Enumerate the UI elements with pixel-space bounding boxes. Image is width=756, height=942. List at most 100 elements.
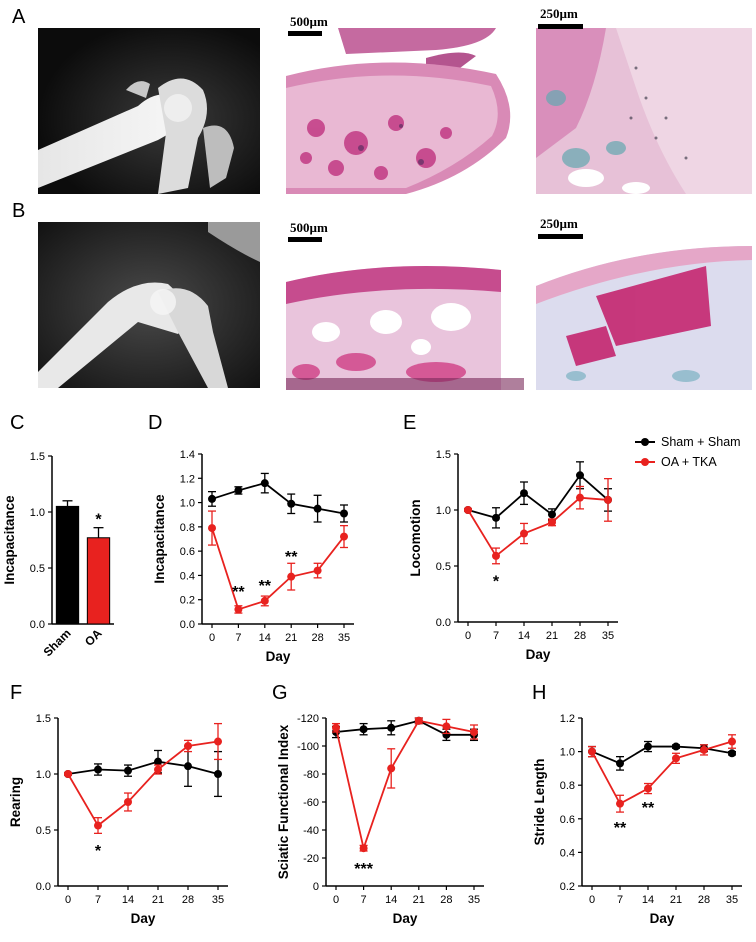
y-tick-label: 0.5	[30, 563, 45, 575]
y-tick-label: 1.0	[180, 498, 195, 510]
y-tick-label: 0.6	[180, 546, 195, 558]
significance-marker: ***	[354, 861, 373, 878]
y-tick-label: 0.4	[560, 847, 575, 859]
legend-swatch-sham	[635, 438, 655, 446]
data-point-oa	[94, 821, 102, 830]
x-tick-label: 21	[152, 894, 164, 906]
significance-marker: **	[232, 584, 245, 601]
y-tick-label: 1.2	[180, 473, 195, 485]
series-line-sham	[335, 719, 474, 736]
data-point-sham	[124, 766, 132, 775]
data-point-sham	[208, 494, 216, 503]
data-point-oa	[464, 506, 472, 514]
data-point-sham	[214, 770, 222, 778]
bar-oa	[86, 537, 111, 625]
data-point-sham	[313, 504, 322, 513]
data-point-sham	[492, 513, 500, 522]
chart-f-rearing-line: 0.0 0.5 1.0 1.5 Rearing 0 7 14 21 28 35 Day *	[8, 713, 228, 926]
x-tick-label: 35	[602, 630, 614, 642]
y-tick-label: 1.2	[560, 713, 575, 725]
x-axis-title: Day	[393, 911, 418, 926]
data-point-oa	[700, 745, 708, 754]
x-tick-label: 0	[589, 894, 595, 906]
data-point-sham	[672, 742, 680, 751]
x-tick-label: 35	[726, 894, 738, 906]
y-tick-label: 0.0	[180, 619, 195, 631]
legend-label-sham: Sham + Sham	[661, 435, 741, 449]
x-tick-label: 21	[546, 630, 558, 642]
x-tick-label: 7	[361, 894, 367, 906]
data-point-oa	[576, 493, 584, 502]
y-tick-label: 1.5	[36, 713, 51, 725]
x-axis-title: Day	[650, 911, 675, 926]
scalebar-a-right	[538, 24, 583, 29]
x-tick-label: 35	[212, 894, 224, 906]
data-point-oa	[728, 737, 736, 746]
legend-item-sham: Sham + Sham	[635, 432, 741, 452]
scalebar-label-b-mid: 500µm	[290, 220, 328, 235]
data-point-oa	[234, 605, 243, 614]
data-point-oa	[616, 799, 624, 808]
data-point-oa	[154, 765, 162, 774]
y-axis-title: Rearing	[8, 777, 23, 827]
panel-label-a: A	[12, 6, 26, 28]
x-axis-title: Day	[526, 647, 551, 662]
data-point-oa	[470, 728, 478, 736]
panel-label-f: F	[10, 682, 23, 704]
significance-marker: **	[259, 578, 272, 595]
y-tick-label: 1.4	[180, 449, 195, 461]
significance-marker: **	[614, 820, 627, 837]
data-point-sham	[616, 759, 624, 768]
y-tick-label: 0.5	[436, 561, 451, 573]
y-tick-label: 0.6	[560, 814, 575, 826]
y-tick-label: 0	[313, 881, 319, 893]
y-tick-label: 0.2	[180, 595, 195, 607]
data-point-oa	[64, 770, 72, 778]
y-tick-label: 1.0	[560, 747, 575, 759]
data-point-oa	[359, 844, 368, 853]
panel-label-h: H	[532, 682, 547, 704]
data-point-sham	[287, 499, 296, 508]
significance-marker: *	[493, 574, 500, 591]
data-point-oa	[340, 532, 348, 541]
data-point-oa	[588, 747, 596, 756]
y-axis-title: Incapacitance	[2, 495, 17, 585]
chart-c-incapacitance-bar: 0.0 0.5 1.0 1.5 Incapacitance Sham OA *	[2, 451, 114, 659]
histology-image-b-low	[286, 252, 524, 390]
panel-label-e: E	[403, 412, 417, 434]
data-point-oa	[287, 572, 296, 581]
x-tick-label: 14	[385, 894, 397, 906]
x-tick-label: 7	[235, 632, 241, 644]
series-line-oa	[467, 496, 609, 558]
data-point-oa	[124, 798, 132, 806]
histology-image-a-low	[286, 28, 524, 194]
chart-h-stride-line: 0.2 0.4 0.6 0.8 1.0 1.2 Stride Length 0 7 14 21 28 3…	[532, 713, 742, 926]
series-line-sham	[591, 745, 733, 765]
y-tick-label: 1.0	[30, 507, 45, 519]
x-tick-label: 35	[338, 632, 350, 644]
x-tick-label: 21	[670, 894, 682, 906]
data-point-oa	[520, 529, 528, 538]
data-point-sham	[184, 762, 192, 771]
x-axis-title: Day	[266, 649, 291, 664]
x-tick-label: 14	[259, 632, 271, 644]
data-point-sham	[576, 471, 584, 480]
data-point-sham	[260, 479, 269, 488]
data-point-oa	[604, 495, 612, 504]
histology-image-b-high	[536, 246, 752, 390]
y-tick-label: 0.2	[560, 881, 575, 893]
x-tick-label: 0	[209, 632, 215, 644]
significance-marker: *	[95, 512, 102, 529]
panel-label-d: D	[148, 412, 163, 434]
y-tick-label: -60	[303, 797, 319, 809]
y-axis-title: Sciatic Functional Index	[276, 724, 291, 879]
x-tick-label: 0	[65, 894, 71, 906]
data-point-oa	[672, 754, 680, 763]
y-tick-label: 0.0	[436, 617, 451, 629]
series-line-sham	[211, 482, 345, 515]
panel-label-g: G	[272, 682, 288, 704]
chart-e-locomotion-line: 0.0 0.5 1.0 1.5 Locomotion 0 7 14 21 28 35 Day *	[408, 449, 618, 662]
y-tick-label: -100	[297, 741, 319, 753]
x-tick-label: 14	[518, 630, 530, 642]
x-tick-label: OA	[82, 626, 105, 649]
